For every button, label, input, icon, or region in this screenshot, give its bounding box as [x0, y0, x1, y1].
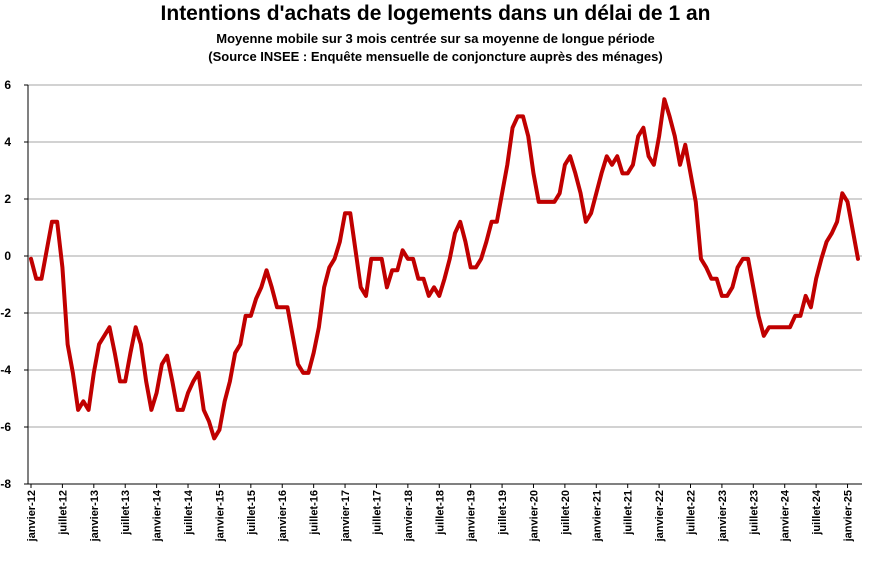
x-tick-label: janvier-24 — [780, 489, 792, 542]
y-tick-label: -4 — [0, 363, 11, 377]
x-tick-label: juillet-20 — [560, 490, 572, 536]
x-tick-label: janvier-25 — [843, 490, 855, 542]
chart-subtitle-line-2: (Source INSEE : Enquête mensuelle de con… — [208, 49, 663, 64]
y-tick-label: -8 — [0, 477, 11, 491]
x-tick-label: janvier-12 — [26, 490, 38, 542]
x-tick-label: janvier-17 — [340, 490, 352, 542]
series-line — [29, 97, 860, 441]
x-tick-label: juillet-19 — [497, 490, 509, 536]
x-tick-label: juillet-13 — [120, 490, 132, 536]
y-tick-label: 4 — [4, 135, 11, 149]
x-tick-label: janvier-23 — [717, 490, 729, 542]
x-tick-label: janvier-19 — [466, 490, 478, 542]
gridlines — [28, 84, 862, 428]
y-tick-label: -2 — [0, 306, 11, 320]
x-tick-label: juillet-21 — [623, 490, 635, 536]
y-tick-label: 0 — [4, 249, 11, 263]
y-tick-label: -6 — [0, 420, 11, 434]
x-tick-label: janvier-22 — [654, 490, 666, 542]
x-tick-label: janvier-16 — [277, 490, 289, 542]
x-tick-label: janvier-20 — [528, 490, 540, 542]
x-tick-label: janvier-14 — [152, 489, 164, 542]
y-tick-label: 6 — [4, 78, 11, 92]
x-tick-label: juillet-22 — [686, 490, 698, 536]
x-tick-label: janvier-21 — [591, 490, 603, 542]
x-axis-ticks: janvier-12 juillet-12 janvier-13 juillet-13… — [26, 484, 855, 542]
y-axis-ticks: 6 4 2 0 -2 -4 -6 -8 — [0, 78, 28, 491]
x-tick-label: juillet-23 — [748, 490, 760, 536]
chart-title: Intentions d'achats de logements dans un… — [160, 2, 711, 25]
x-tick-label: juillet-12 — [57, 490, 69, 536]
x-tick-label: juillet-14 — [183, 489, 195, 536]
x-tick-label: juillet-18 — [434, 490, 446, 536]
x-tick-label: juillet-24 — [811, 489, 823, 536]
x-tick-label: janvier-13 — [89, 490, 101, 542]
x-tick-label: janvier-18 — [403, 490, 415, 542]
x-tick-label: juillet-17 — [371, 490, 383, 536]
y-tick-label: 2 — [4, 192, 11, 206]
x-tick-label: janvier-15 — [214, 490, 226, 542]
x-tick-label: juillet-16 — [309, 490, 321, 536]
x-tick-label: juillet-15 — [246, 490, 258, 536]
chart-subtitle-line-1: Moyenne mobile sur 3 mois centrée sur sa… — [216, 31, 655, 46]
